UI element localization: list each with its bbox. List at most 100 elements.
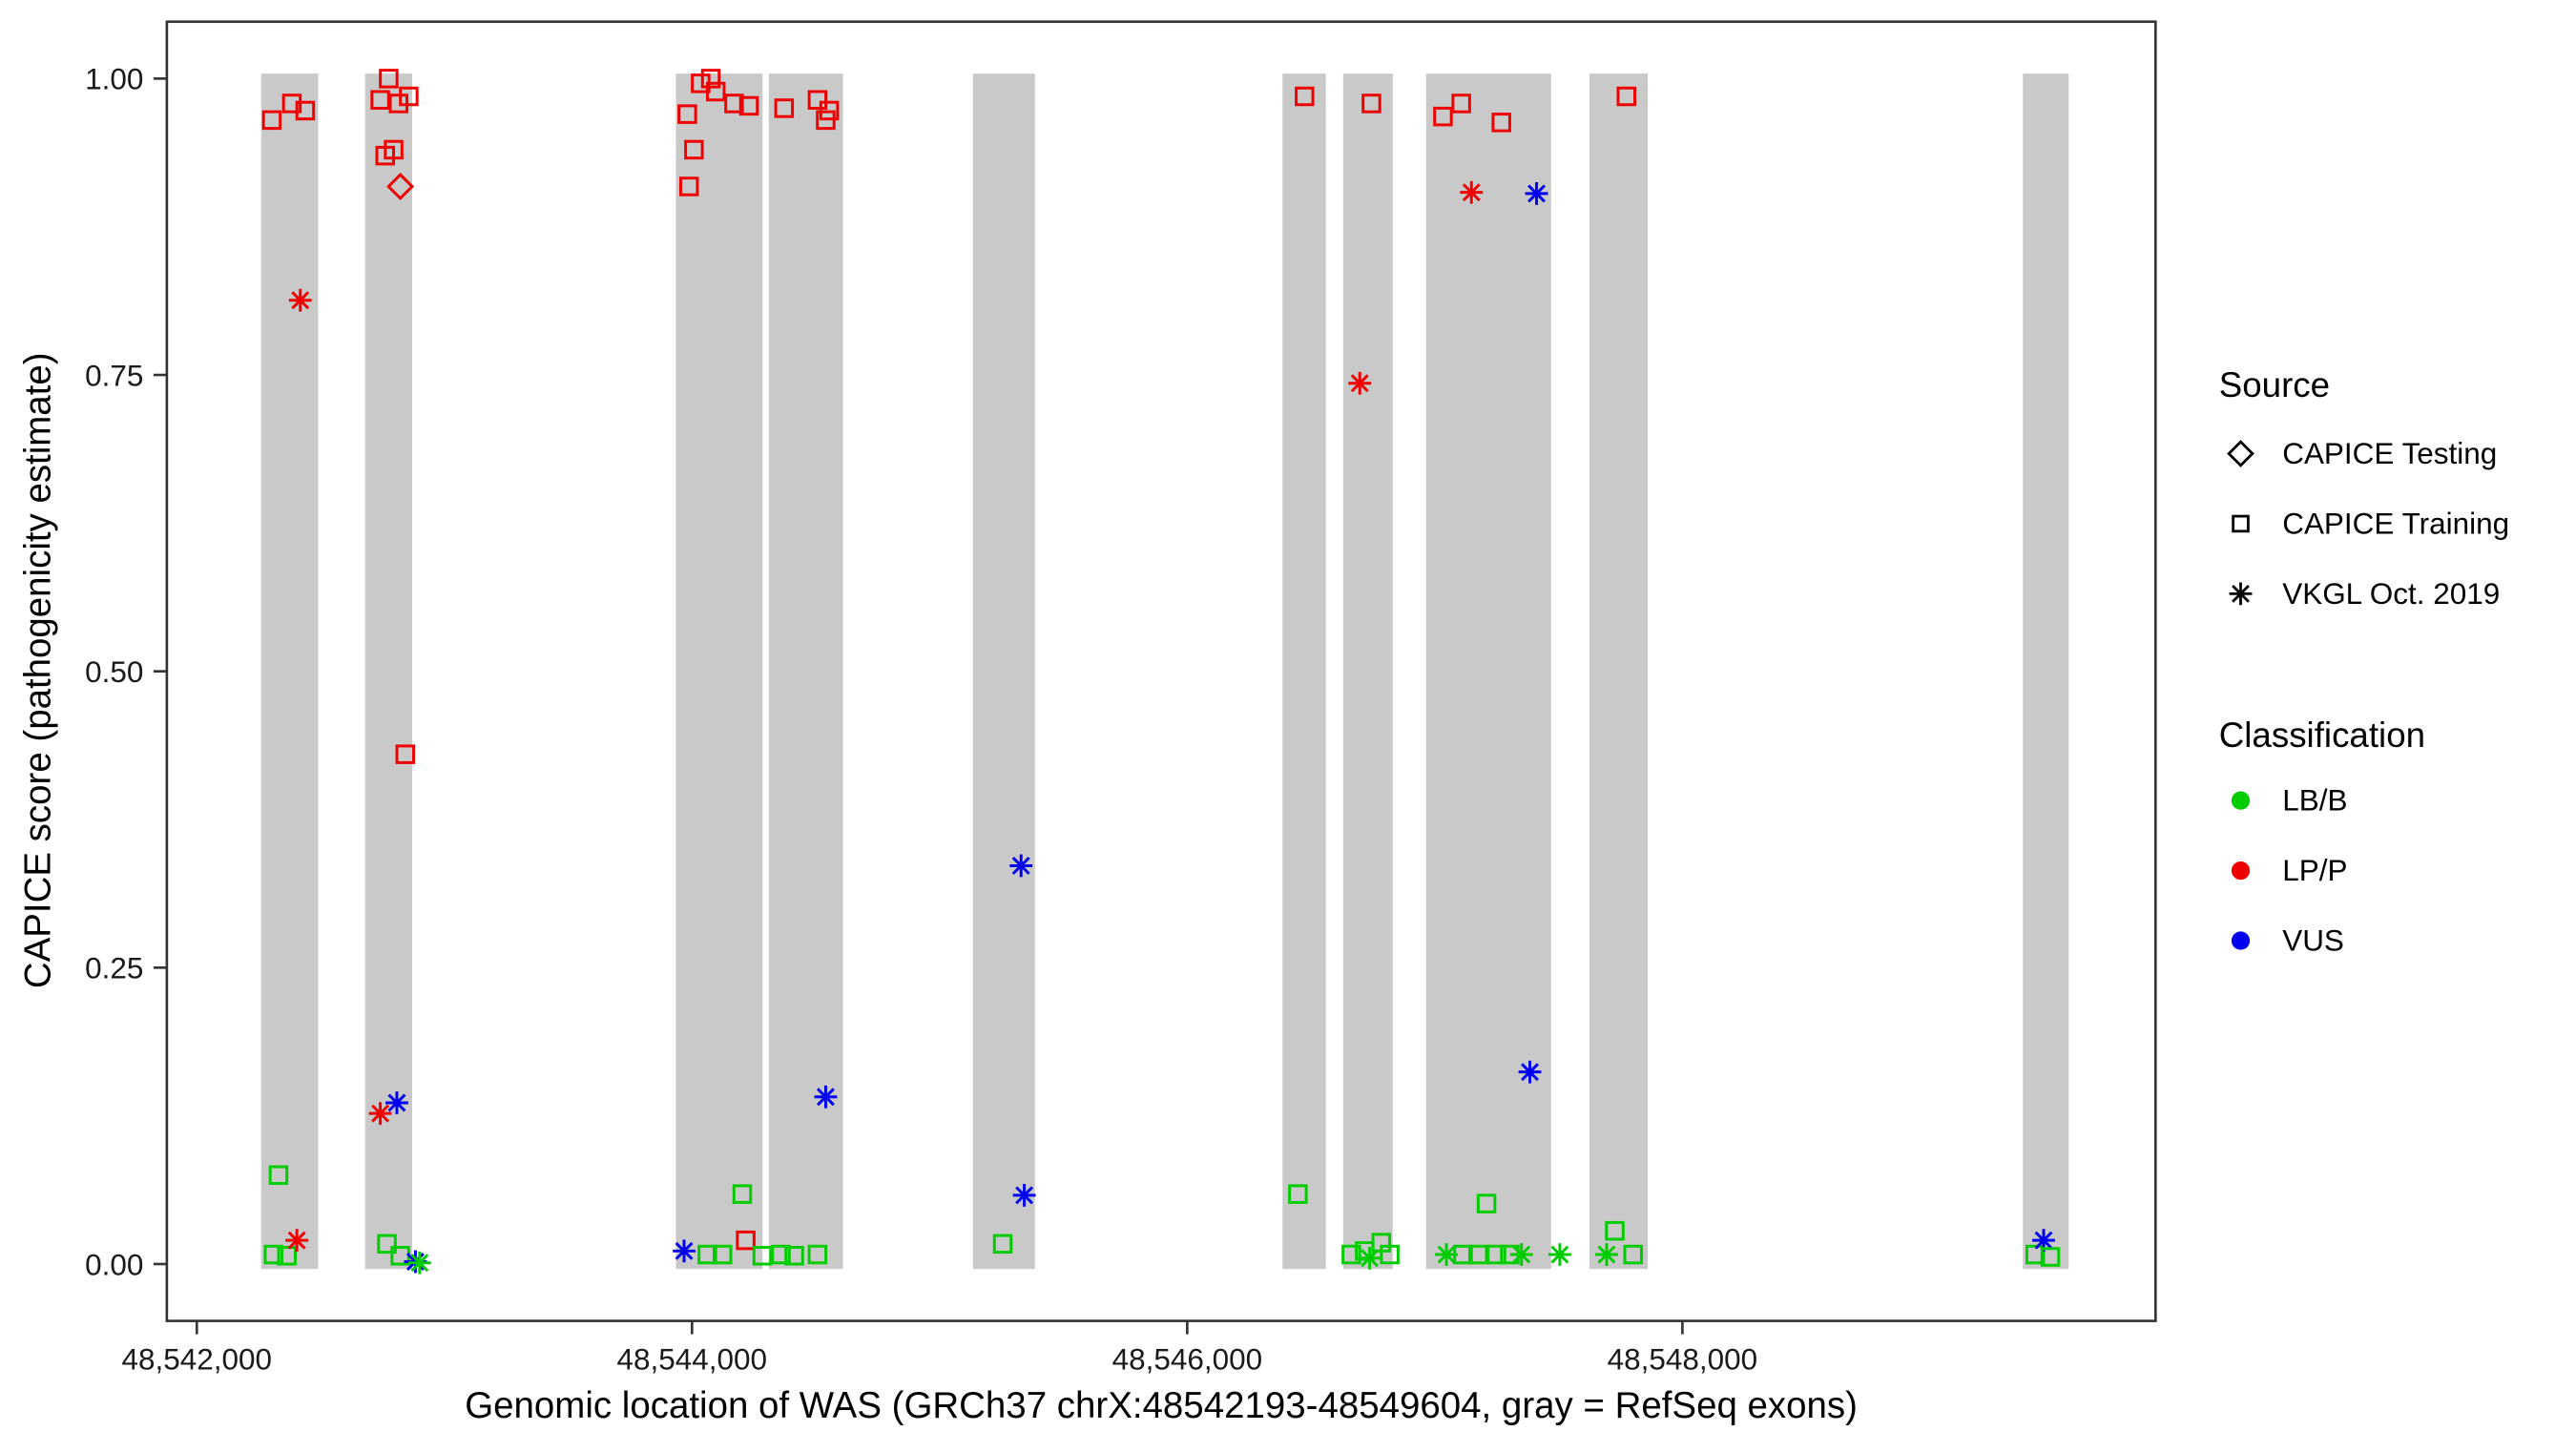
legend-class-item-label: LP/P xyxy=(2282,854,2347,887)
exon-bar xyxy=(1282,73,1326,1270)
data-point-square xyxy=(261,110,282,131)
data-point-square xyxy=(370,90,390,110)
exon-bar xyxy=(972,73,1035,1270)
exon-bar xyxy=(364,73,413,1270)
data-point-square xyxy=(384,139,404,160)
y-tick-label: 1.00 xyxy=(85,63,143,96)
data-point-square xyxy=(1361,93,1381,114)
data-point-square xyxy=(807,1244,828,1265)
data-point-square xyxy=(677,104,697,124)
legend-source-title: Source xyxy=(2219,365,2330,404)
data-point-square xyxy=(1486,1244,1506,1265)
data-point-square xyxy=(732,1184,753,1204)
legend-source-item-label: CAPICE Testing xyxy=(2282,437,2497,470)
data-point-square xyxy=(2025,1244,2046,1265)
data-point-square xyxy=(377,1234,397,1255)
data-point-asterisk xyxy=(1525,182,1548,205)
data-point-square xyxy=(705,81,726,102)
data-point-square xyxy=(771,1244,791,1265)
exon-bar xyxy=(2023,73,2069,1270)
data-point-square xyxy=(263,1244,283,1265)
data-point-square xyxy=(724,93,744,114)
exon-bar xyxy=(1342,73,1393,1270)
data-point-square xyxy=(1468,1244,1488,1265)
data-point-asterisk xyxy=(1518,1060,1542,1084)
data-point-asterisk xyxy=(368,1102,392,1126)
data-points xyxy=(261,69,2061,1275)
exon-bar xyxy=(768,73,843,1270)
data-point-square xyxy=(1491,113,1511,133)
legend-classification-title: Classification xyxy=(2219,716,2425,755)
data-point-asterisk xyxy=(285,1229,309,1253)
y-tick-label: 0.00 xyxy=(85,1248,143,1281)
x-axis-title: Genomic location of WAS (GRCh37 chrX:485… xyxy=(465,1385,1858,1426)
data-point-square xyxy=(784,1246,804,1266)
data-point-square xyxy=(399,86,419,107)
data-point-square xyxy=(819,100,840,121)
data-point-asterisk xyxy=(385,1091,408,1114)
lpp-dot-icon xyxy=(2231,861,2251,881)
data-point-square xyxy=(1476,1193,1497,1213)
data-point-asterisk xyxy=(1595,1243,1618,1266)
asterisk-icon xyxy=(2229,582,2253,606)
data-point-square xyxy=(277,1246,297,1266)
data-point-square xyxy=(1341,1244,1361,1265)
x-tick-label: 48,548,000 xyxy=(1608,1342,1758,1376)
data-point-asterisk xyxy=(1348,371,1372,395)
panel-border xyxy=(165,20,2157,1322)
data-point-square xyxy=(379,69,399,89)
legend-source-item-label: VKGL Oct. 2019 xyxy=(2282,577,2500,611)
data-point-square xyxy=(713,1244,733,1265)
exon-bar xyxy=(1425,73,1551,1270)
y-tick-label: 0.50 xyxy=(85,655,143,689)
data-point-square xyxy=(774,98,795,118)
data-point-square xyxy=(807,90,828,110)
x-tick-label: 48,544,000 xyxy=(617,1342,768,1376)
data-point-diamond xyxy=(386,172,415,200)
legend-class-item-label: LB/B xyxy=(2282,784,2347,818)
y-tick-label: 0.25 xyxy=(85,952,143,985)
data-point-square xyxy=(1451,93,1471,114)
data-point-square xyxy=(738,95,759,116)
data-point-square xyxy=(2040,1247,2061,1267)
exon-bar xyxy=(260,73,319,1270)
data-point-square xyxy=(1380,1244,1400,1265)
legend-class-item-label: VUS xyxy=(2282,924,2344,958)
axis-ticks: 48,542,000 48,544,000 48,546,000 48,548,000… xyxy=(85,63,1757,1377)
data-point-square xyxy=(1288,1184,1308,1204)
data-point-asterisk xyxy=(1009,854,1033,878)
y-tick-label: 0.75 xyxy=(85,359,143,392)
data-point-square xyxy=(395,744,416,764)
data-point-square xyxy=(678,176,699,197)
data-point-asterisk xyxy=(1012,1184,1036,1207)
data-point-asterisk xyxy=(1548,1243,1571,1266)
y-axis-title: CAPICE score (pathogenicity estimate) xyxy=(17,352,58,988)
data-point-asterisk xyxy=(814,1085,838,1109)
data-point-square xyxy=(992,1234,1013,1255)
data-point-square xyxy=(684,139,704,160)
lbb-dot-icon xyxy=(2231,791,2251,810)
data-point-asterisk xyxy=(1358,1246,1381,1270)
legend-source-item-label: CAPICE Training xyxy=(2282,507,2509,540)
exon-bar xyxy=(1589,73,1649,1270)
data-point-square xyxy=(700,69,721,89)
data-point-square xyxy=(752,1246,773,1266)
data-point-square xyxy=(1623,1244,1643,1265)
data-point-square xyxy=(736,1230,756,1251)
x-tick-label: 48,546,000 xyxy=(1112,1342,1263,1376)
data-point-square xyxy=(697,1244,717,1265)
exon-bars xyxy=(260,73,2069,1270)
data-point-square xyxy=(1433,106,1453,127)
x-tick-label: 48,542,000 xyxy=(122,1342,273,1376)
exon-bar xyxy=(675,73,763,1270)
data-point-square xyxy=(1453,1244,1473,1265)
data-point-square xyxy=(268,1165,289,1186)
data-point-square xyxy=(295,100,316,121)
data-point-asterisk xyxy=(288,288,312,312)
data-point-asterisk xyxy=(673,1239,696,1263)
data-point-square xyxy=(1295,86,1315,107)
data-point-asterisk xyxy=(407,1251,431,1275)
square-icon xyxy=(2232,514,2250,533)
